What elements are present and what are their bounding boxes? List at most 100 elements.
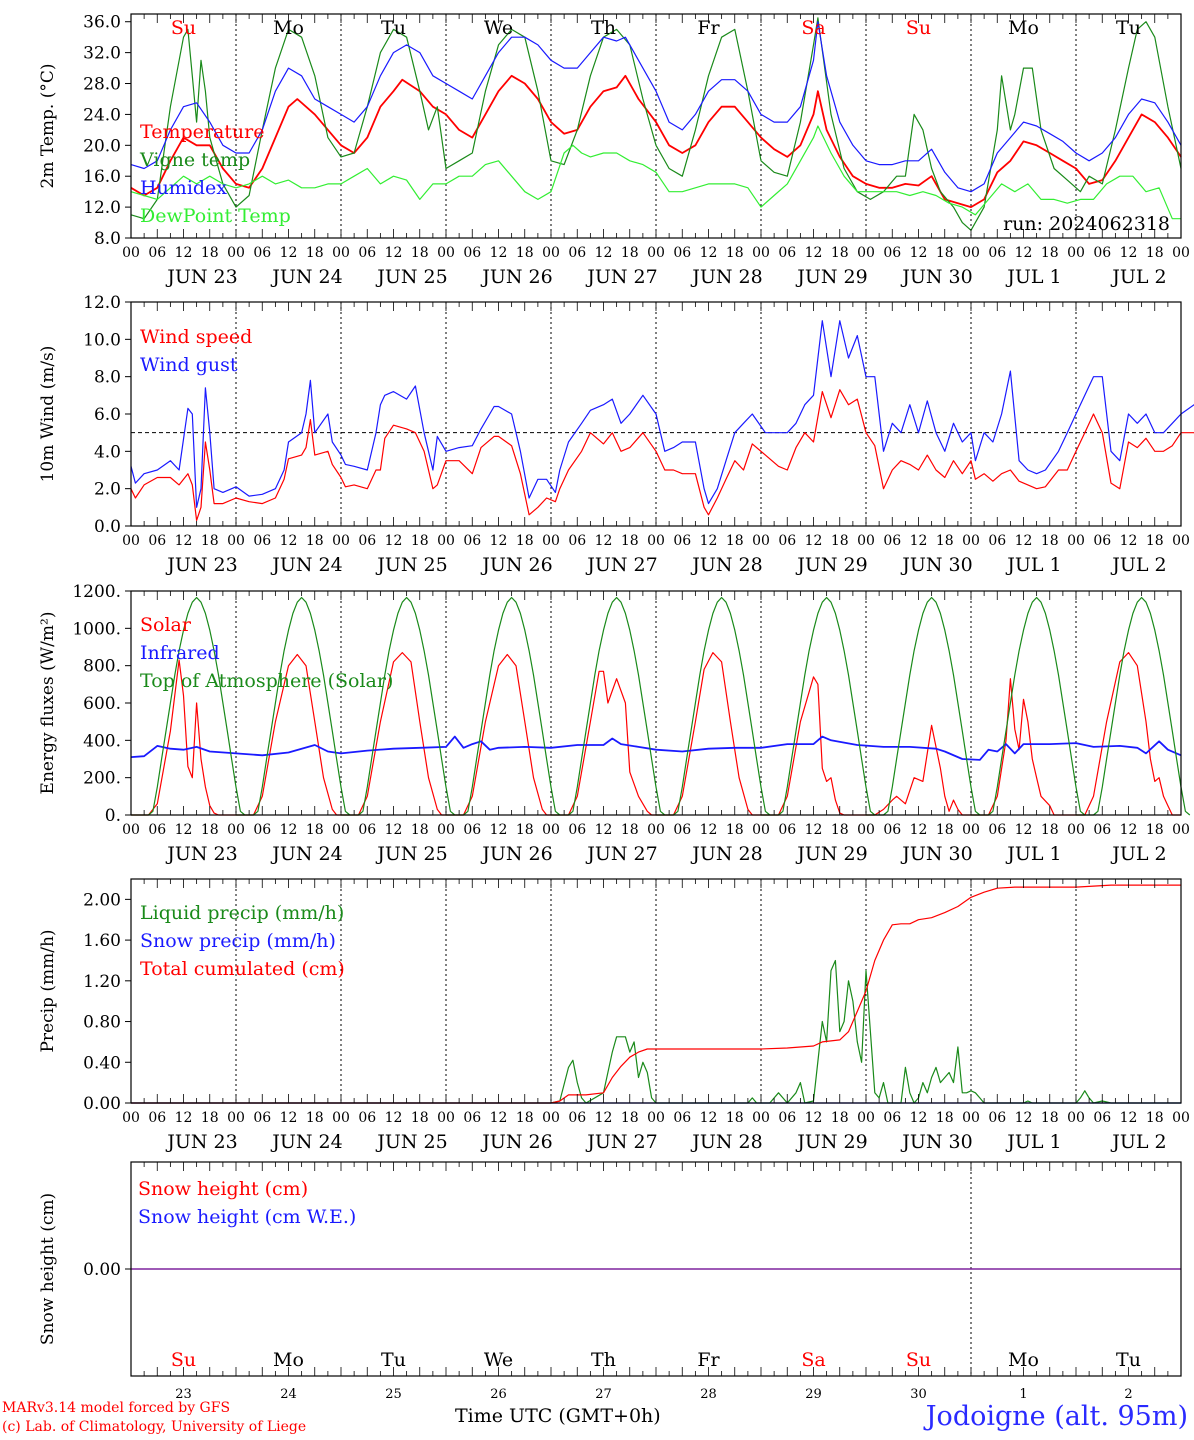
- date-label: JUN 23: [165, 554, 237, 576]
- series-line-1: [130, 74, 1182, 208]
- hour-label: 18: [726, 533, 744, 549]
- date-label: JUN 27: [585, 843, 657, 865]
- date-label: JUN 30: [900, 843, 972, 865]
- hour-label: 18: [621, 822, 639, 838]
- hour-label: 06: [253, 822, 271, 838]
- date-label: JUL 2: [1110, 266, 1166, 288]
- hour-label: 12: [1120, 1110, 1138, 1126]
- date-label: JUN 26: [480, 554, 552, 576]
- model-credit: MARv3.14 model forced by GFS: [2, 1400, 231, 1416]
- hour-label: 00: [542, 533, 560, 549]
- hour-label: 06: [883, 1110, 901, 1126]
- hour-label: 00: [122, 822, 140, 838]
- hour-label: 18: [411, 822, 429, 838]
- date-label: JUL 1: [1005, 1131, 1061, 1153]
- date-label: JUN 27: [585, 1131, 657, 1153]
- hour-label: 06: [988, 822, 1006, 838]
- hour-label: 12: [910, 533, 928, 549]
- hour-label: 06: [988, 533, 1006, 549]
- date-label: JUL 1: [1005, 843, 1061, 865]
- hour-label: 00: [122, 245, 140, 261]
- series-line-3: [131, 884, 1181, 1104]
- hour-label: 00: [962, 245, 980, 261]
- date-label: JUN 26: [480, 843, 552, 865]
- hour-label: 18: [306, 245, 324, 261]
- legend-entry: Snow precip (mm/h): [140, 930, 336, 952]
- date-label: JUN 23: [165, 266, 237, 288]
- y-tick-label: 200.: [83, 769, 121, 789]
- series-line-2: [130, 17, 1182, 231]
- hour-label: 12: [490, 1110, 508, 1126]
- hour-label: 18: [306, 1110, 324, 1126]
- hour-label: 06: [883, 245, 901, 261]
- hour-label: 06: [1093, 245, 1111, 261]
- hour-label: 12: [385, 822, 403, 838]
- hour-label: 06: [463, 533, 481, 549]
- hour-label: 06: [778, 245, 796, 261]
- date-label: JUN 25: [375, 843, 447, 865]
- date-label: JUN 24: [270, 554, 342, 576]
- date-label: JUN 30: [900, 1131, 972, 1153]
- panel-4: 0.00 0.40 0.80 1.20 1.60 2.00 Precip (mm/h) Liq…: [38, 878, 1190, 1153]
- hour-label: 06: [148, 822, 166, 838]
- day-number: 27: [595, 1387, 612, 1402]
- series-line-1: [131, 652, 1181, 816]
- hour-label: 06: [148, 533, 166, 549]
- hour-label: 18: [831, 245, 849, 261]
- hour-label: 06: [148, 245, 166, 261]
- y-tick-label: 16.0: [83, 167, 121, 187]
- series-line-4: [130, 125, 1181, 220]
- hour-label: 00: [332, 245, 350, 261]
- day-letter: Su: [171, 1349, 196, 1371]
- hour-label: 06: [778, 822, 796, 838]
- y-tick-label: 1000.: [72, 619, 121, 639]
- date-label: JUN 24: [270, 843, 342, 865]
- hour-label: 18: [306, 533, 324, 549]
- date-label: JUN 24: [270, 1131, 342, 1153]
- hour-label: 18: [726, 822, 744, 838]
- hour-label: 00: [122, 1110, 140, 1126]
- day-letter: Mo: [273, 1349, 304, 1371]
- hour-label: 06: [1093, 1110, 1111, 1126]
- hour-label: 18: [411, 1110, 429, 1126]
- hour-label: 00: [962, 533, 980, 549]
- y-tick-label: 10.0: [83, 330, 121, 350]
- y-tick-label: 12.0: [83, 198, 121, 218]
- date-label: JUN 23: [165, 1131, 237, 1153]
- hour-label: 12: [805, 1110, 823, 1126]
- hour-label: 06: [463, 245, 481, 261]
- hour-label: 06: [568, 1110, 586, 1126]
- y-tick-label: 24.0: [83, 105, 121, 125]
- date-label: JUL 2: [1110, 1131, 1166, 1153]
- hour-label: 18: [936, 1110, 954, 1126]
- hour-label: 00: [857, 1110, 875, 1126]
- hour-label: 12: [1120, 822, 1138, 838]
- hour-label: 18: [936, 822, 954, 838]
- date-label: JUN 29: [795, 1131, 867, 1153]
- hour-label: 12: [700, 1110, 718, 1126]
- y-tick-label: 28.0: [83, 75, 121, 95]
- hour-label: 12: [490, 533, 508, 549]
- y-tick-label: 8.0: [94, 229, 121, 249]
- date-label: JUN 29: [795, 843, 867, 865]
- day-number: 29: [805, 1387, 822, 1402]
- hour-label: 00: [1067, 245, 1085, 261]
- legend-entry: Infrared: [140, 642, 220, 664]
- hour-label: 00: [1067, 1110, 1085, 1126]
- day-letter: We: [484, 1349, 513, 1371]
- legend-entry: Humidex: [140, 177, 227, 199]
- y-tick-label: 1.60: [83, 931, 121, 951]
- hour-label: 06: [358, 245, 376, 261]
- y-tick-label: 600.: [83, 694, 121, 714]
- date-label: JUN 24: [270, 266, 342, 288]
- hour-label: 18: [201, 245, 219, 261]
- hour-label: 06: [778, 533, 796, 549]
- date-label: JUN 25: [375, 554, 447, 576]
- legend-entry: Wind speed: [140, 326, 252, 348]
- y-tick-label: 0.: [105, 806, 121, 826]
- hour-label: 18: [1146, 822, 1164, 838]
- hour-label: 06: [568, 245, 586, 261]
- day-letter: Su: [171, 17, 196, 39]
- hour-label: 00: [542, 1110, 560, 1126]
- day-letter: Mo: [273, 17, 304, 39]
